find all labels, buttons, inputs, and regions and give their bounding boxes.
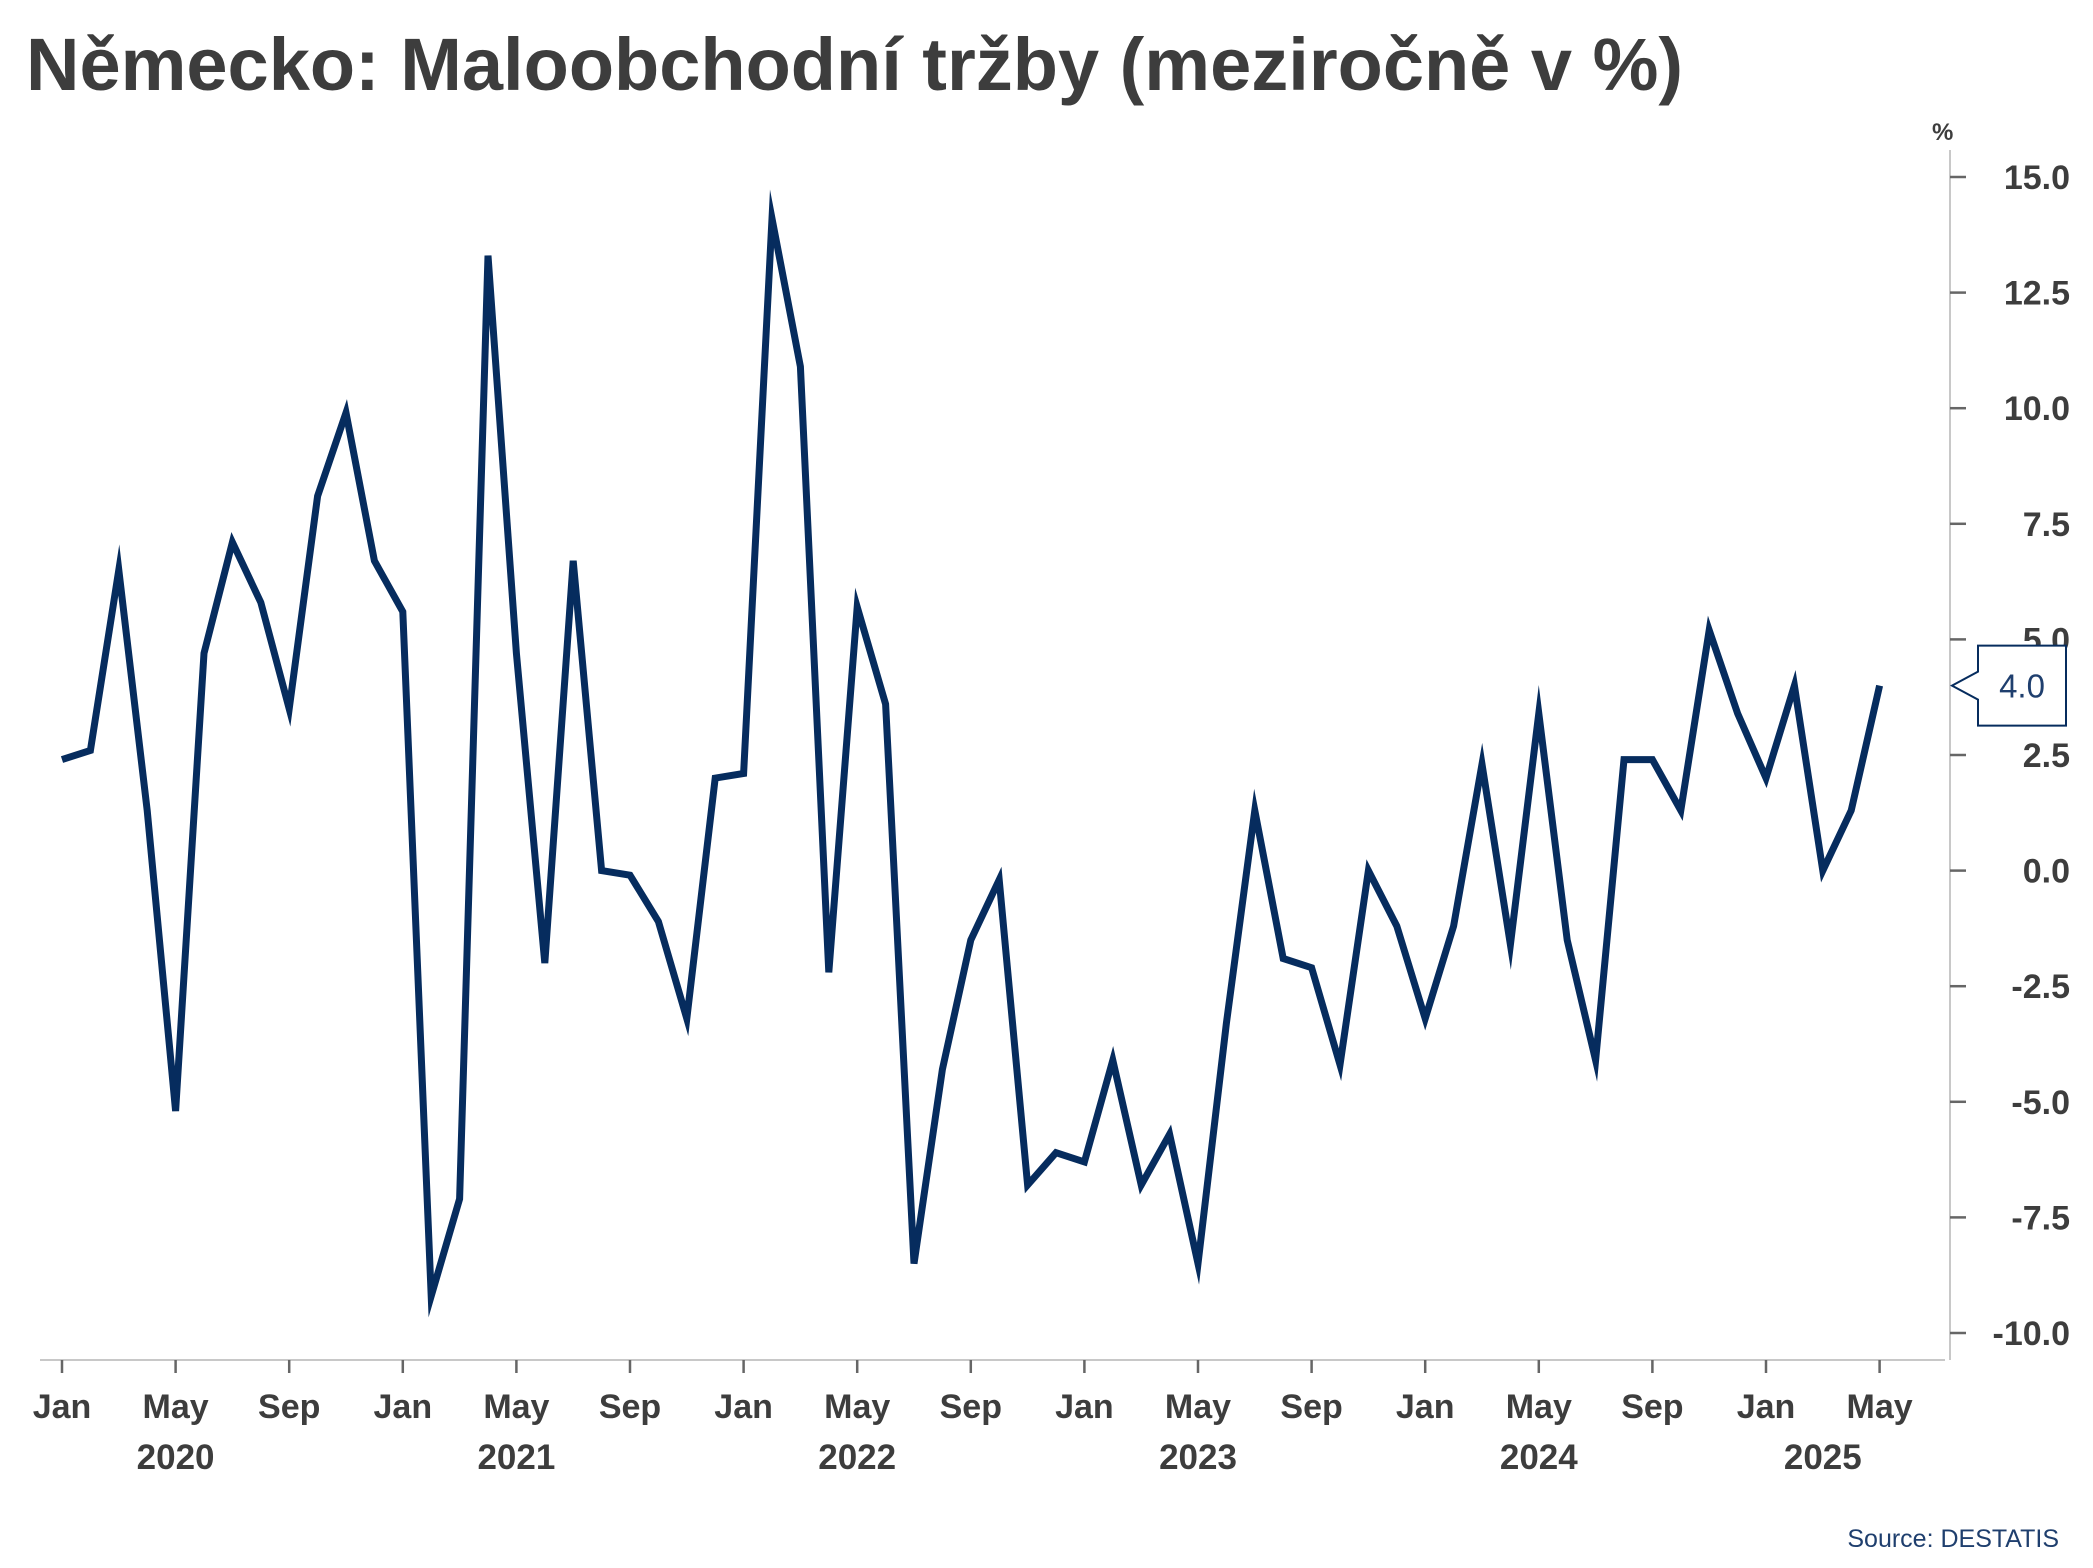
y-tick-label: 0.0 <box>2023 853 2070 891</box>
x-tick-label: Jan <box>1055 1388 1114 1426</box>
series-group <box>60 189 1884 1318</box>
last-value-callout: 4.0 <box>1949 644 2067 727</box>
chart-title: Německo: Maloobchodní tržby (meziročně v… <box>26 23 1684 106</box>
x-tick-label: May <box>1847 1388 1913 1426</box>
x-tick-label: Jan <box>374 1388 433 1426</box>
x-tick-label: Sep <box>940 1388 1002 1426</box>
x-tick-label: Sep <box>258 1388 320 1426</box>
x-year-label: 2023 <box>1159 1438 1237 1477</box>
y-tick-label: -7.5 <box>2011 1199 2070 1237</box>
x-tick-label: Jan <box>1396 1388 1455 1426</box>
x-tick-label: May <box>1506 1388 1572 1426</box>
x-year-label: 2022 <box>818 1438 896 1477</box>
x-tick-label: Sep <box>599 1388 661 1426</box>
last-value-label: 4.0 <box>1999 668 2045 705</box>
x-tick-label: Jan <box>1737 1388 1796 1426</box>
x-tick-label: Jan <box>33 1388 92 1426</box>
x-tick-label: Sep <box>1621 1388 1683 1426</box>
y-axis-unit-label: % <box>1932 119 1953 146</box>
y-tick-label: -2.5 <box>2011 968 2070 1006</box>
x-tick-label: May <box>824 1388 890 1426</box>
x-tick-label: May <box>1165 1388 1231 1426</box>
y-tick-label: 7.5 <box>2023 506 2070 544</box>
y-tick-label: -5.0 <box>2011 1084 2070 1122</box>
x-tick-label: May <box>143 1388 209 1426</box>
source-note: Source: DESTATIS <box>1847 1525 2059 1553</box>
y-axis-ticks: 15.012.510.07.55.02.50.0-2.5-5.0-7.5-10.… <box>1950 159 2070 1353</box>
x-axis-ticks: Jan May Sep Jan May Sep Jan May Sep Jan May Sep Jan M… <box>33 1360 1913 1426</box>
x-year-label: 2021 <box>477 1438 555 1477</box>
x-tick-label: Jan <box>714 1388 773 1426</box>
last-value-callout-box <box>1949 644 2067 727</box>
x-year-label: 2024 <box>1500 1438 1578 1477</box>
y-tick-label: 10.0 <box>2004 390 2070 428</box>
x-tick-label: May <box>483 1388 549 1426</box>
y-tick-label: 12.5 <box>2004 275 2070 313</box>
x-axis-year-labels: 2020 2021 2022 2023 2024 2025 <box>137 1438 1862 1477</box>
x-year-label: 2025 <box>1784 1438 1862 1477</box>
y-tick-label: -10.0 <box>1993 1315 2071 1353</box>
x-tick-label: Sep <box>1280 1388 1342 1426</box>
y-tick-label: 15.0 <box>2004 159 2070 197</box>
x-year-label: 2020 <box>137 1438 215 1477</box>
series-line <box>60 189 1884 1318</box>
y-tick-label: 2.5 <box>2023 737 2070 775</box>
